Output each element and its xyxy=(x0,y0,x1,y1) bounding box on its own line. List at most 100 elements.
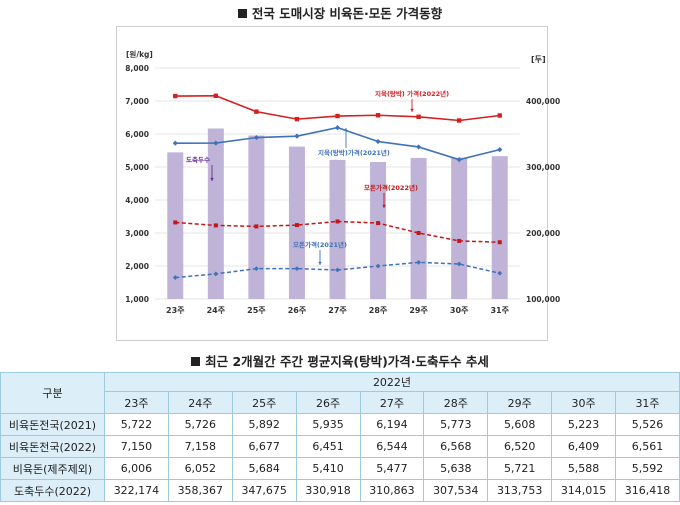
table-cell: 6,409 xyxy=(551,435,616,458)
table-cell: 5,726 xyxy=(167,413,233,436)
series-point xyxy=(416,144,422,150)
week-header-28: 28주 xyxy=(423,391,489,414)
table-cell: 7,158 xyxy=(167,435,233,458)
series-point xyxy=(213,140,219,146)
x-tick-label: 23주 xyxy=(166,306,185,315)
table-cell: 307,534 xyxy=(423,479,489,502)
series-point xyxy=(334,124,341,131)
table-row: 도축두수(2022) 322,174 358,367 347,675 330,918 31… xyxy=(0,479,680,502)
series-point xyxy=(173,93,178,99)
series-point xyxy=(376,221,381,226)
right-tick-label: 200,000 xyxy=(526,229,560,238)
chart-title-text: 전국 도매시장 비육돈·모돈 가격동향 xyxy=(251,6,443,21)
series-point xyxy=(497,240,502,245)
series-point xyxy=(497,147,503,153)
table-cell: 5,722 xyxy=(104,413,169,436)
series-point xyxy=(335,219,340,224)
slaughter-bar xyxy=(167,152,184,299)
series-point xyxy=(456,157,462,163)
week-header-27: 27주 xyxy=(359,391,425,414)
right-axis-label: [두] xyxy=(531,55,546,64)
left-tick-label: 6,000 xyxy=(125,130,149,139)
table-cell: 5,223 xyxy=(551,413,616,436)
week-header-23: 23주 xyxy=(104,391,169,414)
annotation-label: 지육(탕박) 가격(2022년) xyxy=(375,89,449,98)
table-cell: 7,150 xyxy=(104,435,169,458)
table-cell: 5,773 xyxy=(423,413,489,436)
series-point xyxy=(457,238,462,243)
annotation-arrowhead xyxy=(410,108,414,112)
annotation-label: 도축두수 xyxy=(186,155,210,164)
table-cell: 5,588 xyxy=(551,457,616,480)
data-table: 구분 2022년 23주 24주 25주 26주 27주 28주 29주 30주 31주 비육돈… xyxy=(0,372,680,502)
series-point xyxy=(456,118,462,123)
x-tick-label: 25주 xyxy=(247,306,266,315)
table-cell: 5,684 xyxy=(231,457,297,480)
square-bullet-icon xyxy=(191,357,201,366)
right-tick-label: 300,000 xyxy=(526,163,560,172)
table-cell: 5,892 xyxy=(231,413,297,436)
slaughter-bar xyxy=(451,157,468,299)
week-header-31: 31주 xyxy=(615,391,680,414)
series-point xyxy=(254,224,259,229)
annotation-arrowhead xyxy=(318,261,322,265)
series-point xyxy=(253,266,259,272)
series-point xyxy=(253,134,259,141)
annotation-label: 지육(탕박)가격(2021년) xyxy=(318,148,390,157)
table-cell: 358,367 xyxy=(167,479,233,502)
row-label: 비육돈전국(2022) xyxy=(0,435,105,458)
left-tick-label: 7,000 xyxy=(125,97,149,106)
table-cell: 330,918 xyxy=(295,479,361,502)
table-cell: 6,451 xyxy=(295,435,361,458)
annotation-label: 모돈가격(2022년) xyxy=(364,183,418,192)
series-point xyxy=(294,223,299,228)
series-point xyxy=(213,271,219,277)
slaughter-bar xyxy=(288,146,305,299)
slaughter-bar xyxy=(410,157,427,299)
week-header-29: 29주 xyxy=(487,391,553,414)
table-cell: 5,638 xyxy=(423,457,489,480)
slaughter-bar xyxy=(248,135,265,299)
table-cell: 6,194 xyxy=(359,413,425,436)
right-tick-label: 100,000 xyxy=(526,295,560,304)
left-tick-label: 3,000 xyxy=(125,229,149,238)
series-point xyxy=(416,114,421,120)
series-point xyxy=(335,267,340,273)
right-tick-label: 400,000 xyxy=(526,97,560,106)
table-row: 비육돈전국(2021) 5,722 5,726 5,892 5,935 6,194 5,77… xyxy=(0,413,680,436)
table-cell: 310,863 xyxy=(359,479,425,502)
table-cell: 6,677 xyxy=(231,435,297,458)
table-cell: 5,592 xyxy=(615,457,680,480)
series-point xyxy=(172,140,178,146)
annotation-label: 모돈가격(2021년) xyxy=(293,240,347,249)
week-header-26: 26주 xyxy=(295,391,361,414)
row-label: 비육돈(제주제외) xyxy=(0,457,105,480)
table-cell: 322,174 xyxy=(104,479,169,502)
table-cell: 316,418 xyxy=(615,479,680,502)
table-cell: 5,526 xyxy=(615,413,680,436)
row-label: 도축두수(2022) xyxy=(0,479,105,502)
series-point xyxy=(416,231,421,235)
series-point xyxy=(294,116,300,122)
left-tick-label: 5,000 xyxy=(125,163,149,172)
slaughter-bar xyxy=(370,162,387,299)
table-cell: 5,935 xyxy=(295,413,361,436)
series-point xyxy=(254,109,259,114)
series-point xyxy=(375,263,381,269)
slaughter-bar xyxy=(329,159,346,299)
series-point xyxy=(294,266,300,272)
series-point xyxy=(173,220,178,225)
table-title-text: 최근 2개월간 주간 평균지육(탕박)가격·도축두수 추세 xyxy=(205,354,489,369)
table-row: 비육돈전국(2022) 7,150 7,158 6,677 6,451 6,544 6,56… xyxy=(0,435,680,458)
table-cell: 5,477 xyxy=(359,457,425,480)
table-cell: 6,052 xyxy=(167,457,233,480)
annotation-arrowhead xyxy=(382,204,386,208)
table-cell: 6,006 xyxy=(104,457,169,480)
table-cell: 313,753 xyxy=(487,479,553,502)
x-tick-label: 24주 xyxy=(207,306,226,315)
table-cell: 347,675 xyxy=(231,479,297,502)
series-point xyxy=(497,270,503,276)
left-axis-label: [원/kg] xyxy=(126,49,153,59)
table-corner: 구분 xyxy=(0,372,105,414)
slaughter-bar xyxy=(491,156,508,299)
